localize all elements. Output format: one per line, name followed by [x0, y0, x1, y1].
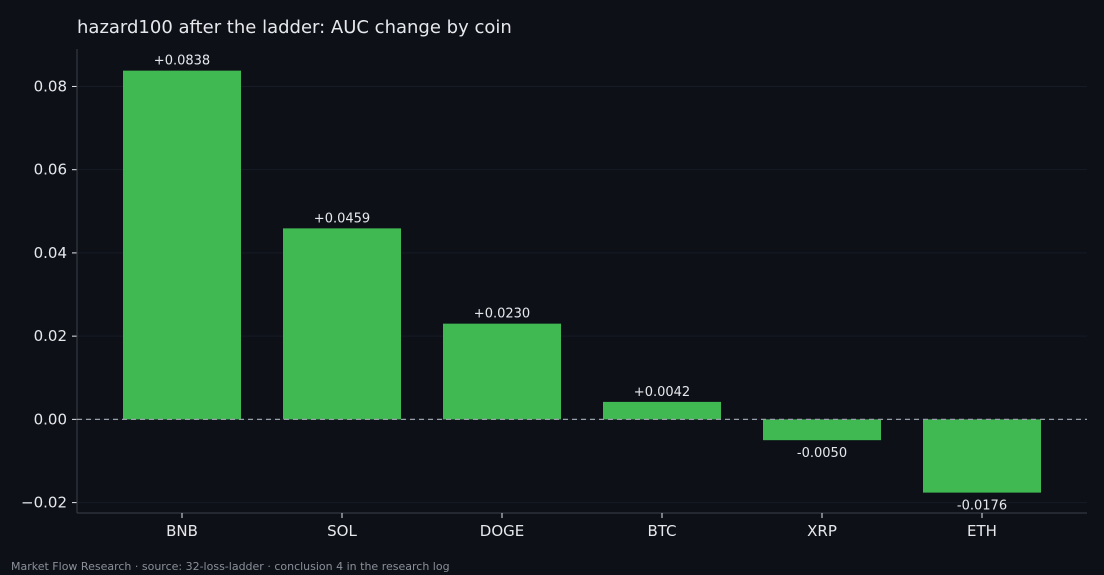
x-tick-label-eth: ETH [967, 522, 997, 540]
data-label-eth: -0.0176 [957, 499, 1007, 514]
y-tick-label: 0.08 [34, 77, 67, 95]
bar-xrp [763, 419, 881, 441]
bar-doge [443, 323, 561, 420]
data-label-doge: +0.0230 [474, 307, 530, 322]
chart-title: hazard100 after the ladder: AUC change b… [77, 17, 512, 38]
data-label-xrp: -0.0050 [797, 446, 847, 461]
data-label-sol: +0.0459 [314, 211, 370, 226]
bar-bnb [123, 70, 241, 420]
x-tick-label-btc: BTC [647, 522, 676, 540]
axes: −0.02 0.00 0.02 0.04 0.06 0.08 BNB SOL DOGE BTC XR… [21, 49, 1087, 540]
bars [123, 70, 1041, 493]
y-tick-label: 0.00 [34, 410, 67, 428]
x-tick-label-doge: DOGE [480, 522, 524, 540]
x-tick-label-xrp: XRP [807, 522, 837, 540]
y-tick-label: 0.02 [34, 327, 67, 345]
footer-source-note: Market Flow Research · source: 32-loss-l… [11, 560, 450, 573]
data-label-btc: +0.0042 [634, 385, 690, 400]
data-labels: +0.0838 +0.0459 +0.0230 +0.0042 -0.0050 -0.01… [154, 54, 1007, 514]
gridlines [77, 85, 1087, 504]
bar-eth [923, 419, 1041, 493]
y-tick-label: −0.02 [21, 494, 67, 512]
bar-btc [603, 401, 721, 420]
bar-sol [283, 228, 401, 420]
x-tick-label-bnb: BNB [166, 522, 198, 540]
y-tick-label: 0.04 [34, 244, 67, 262]
x-tick-label-sol: SOL [327, 522, 357, 540]
y-tick-label: 0.06 [34, 161, 67, 179]
data-label-bnb: +0.0838 [154, 54, 210, 69]
